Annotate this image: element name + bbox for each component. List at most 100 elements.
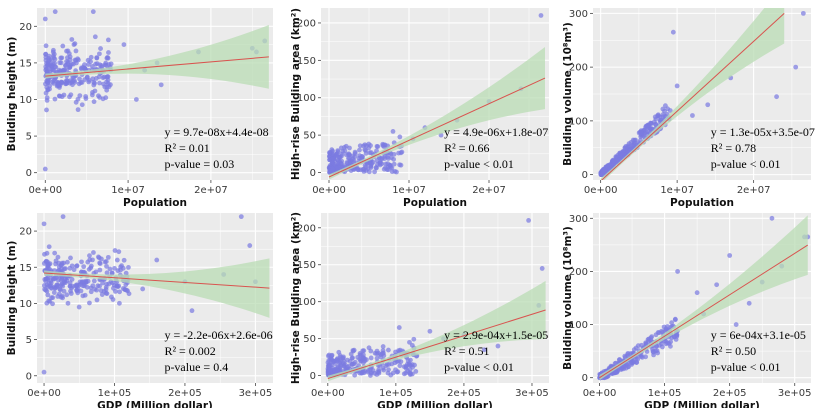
data-point [80, 293, 86, 299]
data-point [123, 270, 129, 276]
data-point [340, 149, 346, 154]
data-point [52, 250, 58, 256]
data-point [63, 81, 69, 87]
data-point [774, 94, 779, 100]
data-point [352, 372, 358, 378]
plot-contents [597, 215, 811, 381]
chart-panel-4: 0e+00 1e+05 2e+05 3e+05 0 5 10 15 20 y = -2.2e-06… [6, 213, 273, 408]
data-point [52, 56, 58, 62]
data-point [638, 130, 644, 136]
data-point [82, 65, 88, 71]
data-point [64, 59, 69, 64]
data-point [68, 255, 73, 261]
data-point [46, 53, 52, 59]
data-point [380, 365, 386, 371]
data-point [105, 254, 111, 260]
data-point [42, 16, 48, 22]
data-point [374, 165, 379, 171]
y-tick-label: 100 [297, 297, 316, 308]
data-point [386, 367, 391, 373]
data-point [655, 330, 661, 335]
x-axis-title: GDP (Million dollar) [644, 400, 760, 408]
data-point [107, 266, 113, 272]
data-point [109, 270, 115, 276]
data-point [362, 368, 368, 374]
data-point [85, 57, 91, 63]
data-point [94, 297, 100, 303]
data-point [343, 143, 349, 149]
data-point [368, 355, 374, 361]
data-point [58, 55, 64, 61]
data-point [51, 290, 57, 296]
x-tick-label: 2e+07 [472, 185, 506, 196]
data-point [112, 265, 117, 271]
data-point [133, 97, 139, 102]
data-point [380, 141, 386, 147]
data-point [102, 259, 108, 265]
data-point [158, 82, 164, 88]
data-point [407, 339, 412, 345]
data-point [97, 267, 103, 273]
data-point [70, 284, 75, 289]
annotation-equation: y = 6e-04x+3.1e-05 [711, 328, 806, 342]
regression-line [45, 56, 269, 77]
data-point [793, 64, 799, 70]
y-axis-title: Building height (m) [6, 241, 18, 356]
data-point [599, 172, 605, 178]
data-point [625, 352, 630, 357]
data-point [398, 162, 404, 168]
data-point [338, 161, 344, 167]
data-point [411, 336, 417, 342]
data-point [92, 34, 98, 40]
annotation-equation: y = 2.9e-04x+1.5e-05 [444, 328, 548, 342]
data-point [357, 356, 363, 362]
data-point [90, 76, 96, 82]
data-point [71, 267, 77, 273]
data-point [44, 300, 50, 306]
data-point [350, 348, 356, 354]
y-tick-label: 20 [19, 22, 32, 33]
data-point [643, 123, 649, 129]
y-tick-label: 150 [297, 260, 316, 271]
data-point [372, 169, 377, 175]
data-point [104, 291, 110, 296]
data-point [367, 160, 373, 165]
data-point [368, 143, 373, 148]
data-point [97, 261, 103, 267]
data-point [653, 116, 659, 122]
data-point [383, 165, 388, 171]
y-tick-label: 150 [297, 56, 316, 67]
data-point [329, 357, 335, 362]
data-point [396, 348, 401, 354]
data-point [100, 96, 106, 102]
data-point [347, 158, 353, 164]
data-point [80, 283, 86, 289]
data-point [116, 283, 122, 289]
data-point [405, 368, 411, 374]
y-tick-label: 15 [19, 263, 32, 274]
data-point [670, 29, 676, 35]
data-point [61, 260, 67, 266]
data-point [97, 80, 102, 86]
data-point [403, 364, 409, 370]
data-point [56, 260, 62, 266]
data-point [126, 291, 132, 297]
data-point [238, 214, 244, 220]
data-point [379, 155, 385, 161]
confidence-band [329, 47, 545, 180]
data-point [120, 286, 126, 291]
annotation-p-value: p-value < 0.01 [711, 157, 781, 171]
data-point [52, 9, 58, 15]
chart-panel-2: 0e+00 1e+07 2e+07 0 50 100 150 200 y = 4.9e-06x+… [290, 8, 549, 209]
data-point [93, 61, 98, 67]
y-tick-label: 10 [19, 299, 32, 310]
data-point [123, 282, 129, 288]
data-point [72, 57, 78, 63]
data-point [111, 285, 116, 291]
data-point [63, 266, 68, 272]
data-point [405, 358, 411, 364]
data-point [81, 264, 87, 270]
data-point [87, 253, 92, 259]
data-point [54, 282, 60, 288]
data-point [117, 289, 122, 295]
